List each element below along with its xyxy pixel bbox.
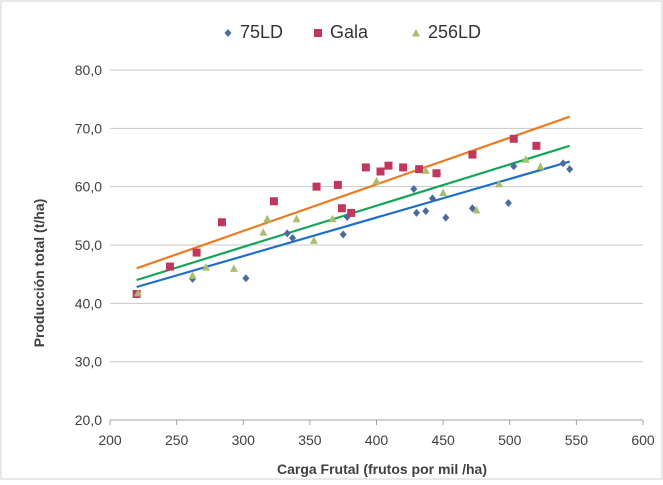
legend: 75LD Gala 256LD — [224, 22, 481, 42]
data-point-75ld — [566, 165, 574, 174]
y-tick-label: 50,0 — [75, 237, 102, 253]
legend-label-75ld: 75LD — [240, 22, 283, 42]
legend-marker-256ld — [412, 29, 420, 37]
x-tick-label: 300 — [232, 432, 256, 448]
trendline-75ld — [136, 160, 571, 289]
data-point-256ld — [292, 214, 301, 223]
data-point-gala — [312, 182, 321, 191]
data-point-75ld — [559, 159, 567, 168]
data-point-gala — [509, 134, 518, 143]
data-point-256ld — [263, 214, 272, 223]
data-point-256ld — [495, 179, 504, 188]
data-point-gala — [532, 141, 541, 150]
x-tick-label: 450 — [431, 432, 455, 448]
data-point-gala — [376, 167, 385, 176]
data-point-256ld — [309, 236, 318, 244]
y-tick-label: 70,0 — [75, 120, 102, 136]
y-tick-label: 20,0 — [75, 412, 102, 428]
data-point-75ld — [422, 207, 430, 216]
y-axis-title: Producción total (t/ha) — [31, 199, 47, 348]
data-point-gala — [415, 165, 424, 174]
data-point-256ld — [521, 155, 530, 163]
data-point-gala — [337, 204, 346, 213]
x-tick-label: 600 — [631, 432, 655, 448]
data-point-75ld — [410, 185, 418, 193]
x-tick-label: 550 — [565, 432, 589, 448]
legend-label-256ld: 256LD — [428, 22, 481, 42]
data-point-256ld — [472, 206, 481, 214]
legend-marker-75ld — [224, 29, 232, 37]
data-point-75ld — [412, 208, 420, 217]
data-point-256ld — [421, 166, 430, 174]
data-point-gala — [333, 180, 342, 189]
data-point-256ld — [201, 263, 210, 271]
data-point-75ld — [339, 230, 347, 239]
data-points — [132, 134, 574, 299]
legend-marker-gala — [314, 29, 322, 37]
data-point-256ld — [328, 214, 337, 223]
data-point-gala — [361, 163, 370, 172]
x-tick-label: 350 — [298, 432, 322, 448]
data-point-256ld — [133, 288, 142, 297]
x-tick-label: 400 — [365, 432, 389, 448]
data-point-256ld — [229, 264, 238, 272]
data-point-75ld — [428, 194, 436, 203]
data-point-gala — [347, 208, 356, 217]
data-point-75ld — [442, 213, 450, 222]
data-point-256ld — [188, 271, 197, 279]
x-axis-title: Carga Frutal (frutos por mil /ha) — [277, 461, 487, 477]
y-tick-label: 80,0 — [75, 62, 102, 78]
y-tick-label: 40,0 — [75, 295, 102, 311]
axes: 20,0 30,0 40,0 50,0 60,0 70,0 80,0 200 250 300 350… — [75, 62, 655, 448]
data-point-75ld — [510, 162, 518, 171]
data-point-75ld — [504, 199, 512, 207]
data-point-gala — [165, 262, 174, 271]
trendline-gala — [136, 115, 571, 270]
data-point-256ld — [439, 188, 448, 196]
x-tick-label: 200 — [98, 432, 122, 448]
data-point-gala — [217, 218, 226, 227]
data-point-gala — [269, 197, 278, 206]
data-point-75ld — [283, 229, 291, 238]
legend-label-gala: Gala — [330, 22, 369, 42]
data-point-75ld — [242, 274, 250, 283]
data-point-gala — [192, 248, 201, 257]
data-point-256ld — [372, 176, 381, 185]
x-tick-label: 500 — [498, 432, 522, 448]
x-tick-label: 250 — [165, 432, 189, 448]
y-tick-label: 30,0 — [75, 354, 102, 370]
data-point-256ld — [536, 162, 545, 170]
y-tick-label: 60,0 — [75, 179, 102, 195]
data-point-gala — [432, 169, 441, 178]
data-point-gala — [384, 161, 393, 170]
data-point-256ld — [259, 228, 268, 236]
data-point-gala — [468, 150, 477, 159]
data-point-75ld — [289, 234, 297, 242]
data-point-gala — [399, 163, 408, 172]
